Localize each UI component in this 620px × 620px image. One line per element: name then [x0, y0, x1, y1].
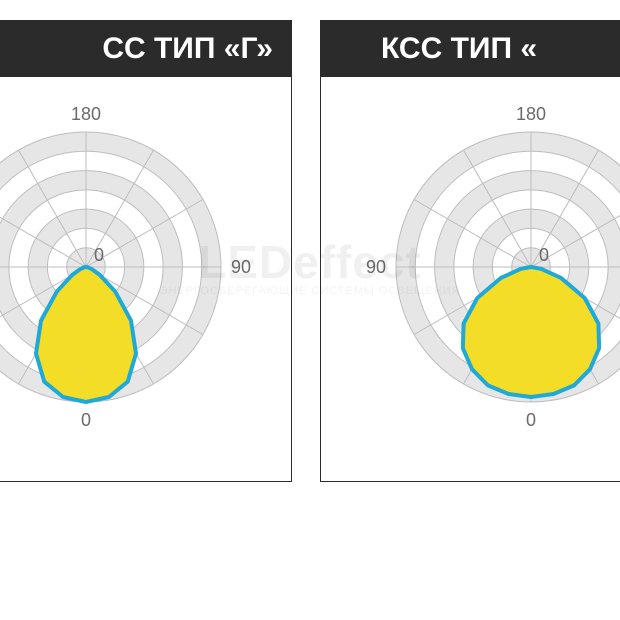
panel-header-right: КСС ТИП « [321, 21, 620, 77]
panel-header-left: СС ТИП «Г» [0, 21, 291, 77]
polar-chart-left: 180 0 0 90 [0, 77, 292, 477]
svg-text:0: 0 [539, 245, 549, 265]
svg-text:180: 180 [516, 104, 546, 124]
page: СС ТИП «Г» 1800090 КСС ТИП « 1800090 LED… [0, 0, 620, 620]
svg-text:0: 0 [81, 410, 91, 430]
panel-kss-right: КСС ТИП « 180 0 0 90 [320, 20, 620, 482]
chart-wrap-right: 180 0 0 90 [321, 77, 620, 477]
svg-text:0: 0 [94, 245, 104, 265]
svg-text:0: 0 [526, 410, 536, 430]
svg-text:90: 90 [366, 257, 386, 277]
panel-kss-g: СС ТИП «Г» 180 0 0 90 [0, 20, 292, 482]
svg-text:180: 180 [71, 104, 101, 124]
polar-chart-right: 180 0 0 90 [320, 77, 620, 477]
chart-wrap-left: 180 0 0 90 [0, 77, 291, 477]
svg-text:90: 90 [231, 257, 251, 277]
